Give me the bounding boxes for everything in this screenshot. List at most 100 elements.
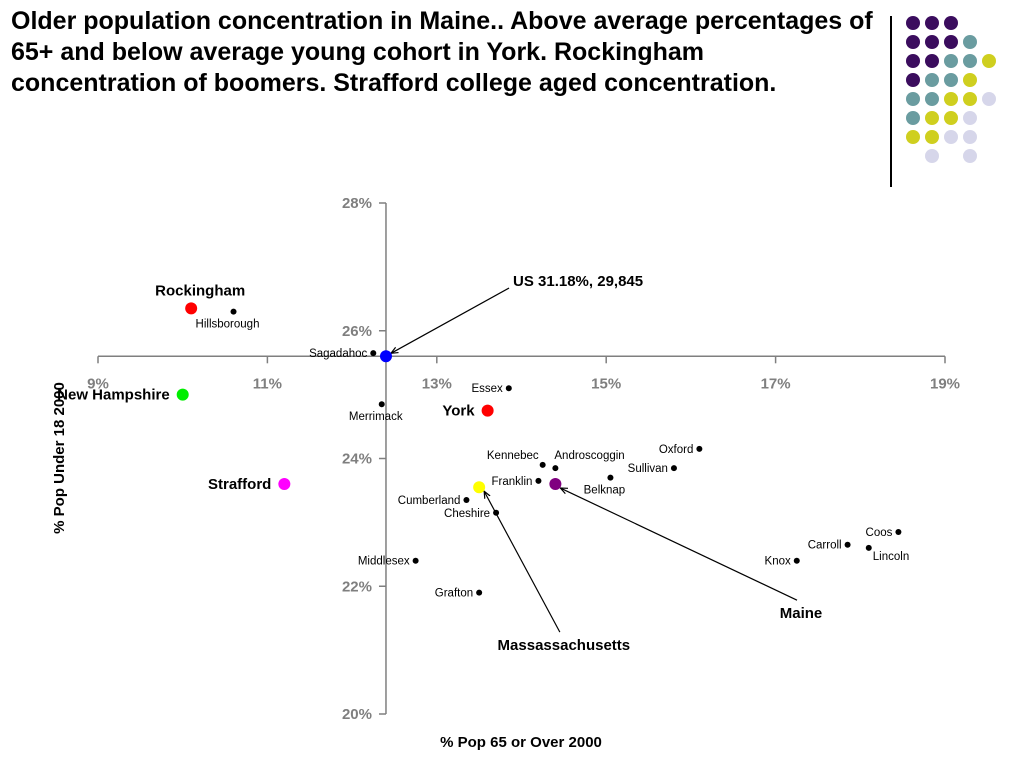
highlight-label: US 31.18%, 29,845 — [513, 273, 643, 290]
data-point — [844, 541, 851, 548]
x-axis-label: % Pop 65 or Over 2000 — [440, 734, 602, 751]
highlight-label: Massassachusetts — [498, 637, 631, 654]
decorative-dot — [963, 92, 977, 106]
x-tick-label: 19% — [930, 375, 960, 392]
point-label: Belknap — [584, 485, 626, 497]
data-point — [535, 477, 542, 484]
decorative-dot — [963, 130, 977, 144]
point-label: Oxford — [659, 444, 694, 456]
point-label: Franklin — [492, 476, 533, 488]
decorative-dot — [925, 35, 939, 49]
point-label: Kennebec — [487, 450, 539, 462]
decorative-dot — [963, 54, 977, 68]
y-tick-label: 20% — [342, 706, 372, 723]
point-label: Knox — [765, 556, 791, 568]
data-point — [865, 544, 872, 551]
x-tick-label: 11% — [253, 375, 282, 392]
y-tick-label: 24% — [342, 451, 372, 468]
highlight-label: Maine — [780, 605, 823, 622]
callout-arrow — [560, 488, 798, 601]
highlight-point — [176, 388, 189, 401]
decorative-dot — [906, 73, 920, 87]
data-point — [493, 509, 500, 516]
decorative-dot-grid — [885, 10, 1015, 190]
decorative-dot — [906, 111, 920, 125]
decorative-dot — [925, 54, 939, 68]
decorative-dot — [906, 35, 920, 49]
point-label: Middlesex — [358, 556, 410, 568]
highlight-label: Strafford — [208, 476, 271, 493]
point-label: Cumberland — [398, 495, 461, 507]
y-tick-label: 22% — [342, 578, 372, 595]
callout-arrow — [391, 287, 510, 353]
x-tick-label: 13% — [422, 375, 452, 392]
x-tick-label: 17% — [761, 375, 791, 392]
decorative-dot — [944, 111, 958, 125]
decorative-dot — [925, 73, 939, 87]
data-point — [607, 474, 614, 481]
highlight-label: Rockingham — [155, 282, 245, 299]
decorative-dot — [906, 16, 920, 30]
decorative-dot — [906, 54, 920, 68]
data-point — [463, 497, 470, 504]
decorative-dot — [906, 92, 920, 106]
decorative-dot — [944, 54, 958, 68]
highlight-label: York — [442, 403, 475, 420]
data-point — [552, 465, 559, 472]
point-label: Essex — [471, 383, 503, 395]
decorative-dot — [963, 111, 977, 125]
data-point — [539, 461, 546, 468]
x-tick-label: 15% — [591, 375, 621, 392]
point-label: Lincoln — [873, 551, 909, 563]
point-label: Cheshire — [444, 508, 490, 520]
decorative-dot — [925, 149, 939, 163]
highlight-point — [379, 350, 392, 363]
chart-axes: 9% 11% 13% 15% 17% 19% 20% 22% 24% 26% 28% — [87, 195, 960, 723]
y-tick-label: 26% — [342, 323, 372, 340]
decorative-dot — [944, 130, 958, 144]
decorative-dot — [944, 92, 958, 106]
highlight-point — [278, 478, 291, 491]
y-tick-label: 28% — [342, 195, 372, 212]
chart-marks: Hillsborough Sagadahoc Essex Merrimack Kenne… — [57, 273, 909, 654]
decorative-divider — [890, 16, 892, 187]
highlight-point — [481, 404, 494, 417]
point-label: Carroll — [808, 540, 842, 552]
point-label: Sullivan — [628, 463, 668, 475]
data-point — [793, 557, 800, 564]
slide-title: Older population concentration in Maine.… — [11, 7, 873, 97]
data-point — [696, 445, 703, 452]
point-label: Androscoggin — [554, 450, 624, 462]
point-label: Grafton — [435, 588, 473, 600]
data-point — [670, 465, 677, 472]
highlight-label: New Hampshire — [57, 387, 170, 404]
decorative-dot — [963, 35, 977, 49]
data-point — [378, 401, 385, 408]
x-tick-label: 9% — [87, 375, 109, 392]
point-label: Hillsborough — [196, 319, 260, 331]
decorative-dot — [906, 130, 920, 144]
decorative-dot — [982, 54, 996, 68]
decorative-dot — [963, 149, 977, 163]
data-point — [412, 557, 419, 564]
data-point — [370, 350, 377, 357]
y-axis-label: % Pop Under 18 2000 — [51, 382, 68, 534]
decorative-dot — [982, 92, 996, 106]
data-point — [895, 528, 902, 535]
decorative-dot — [944, 73, 958, 87]
data-point — [230, 308, 237, 315]
point-label: Merrimack — [349, 411, 403, 423]
decorative-dot — [925, 92, 939, 106]
point-label: Sagadahoc — [309, 348, 367, 360]
decorative-dot — [944, 35, 958, 49]
decorative-dot — [963, 73, 977, 87]
highlight-point — [185, 302, 198, 315]
highlight-point — [549, 478, 562, 491]
data-point — [505, 385, 512, 392]
point-label: Coos — [866, 527, 893, 539]
decorative-dot — [925, 111, 939, 125]
data-point — [476, 589, 483, 596]
decorative-dot — [925, 130, 939, 144]
highlight-point — [473, 481, 486, 494]
